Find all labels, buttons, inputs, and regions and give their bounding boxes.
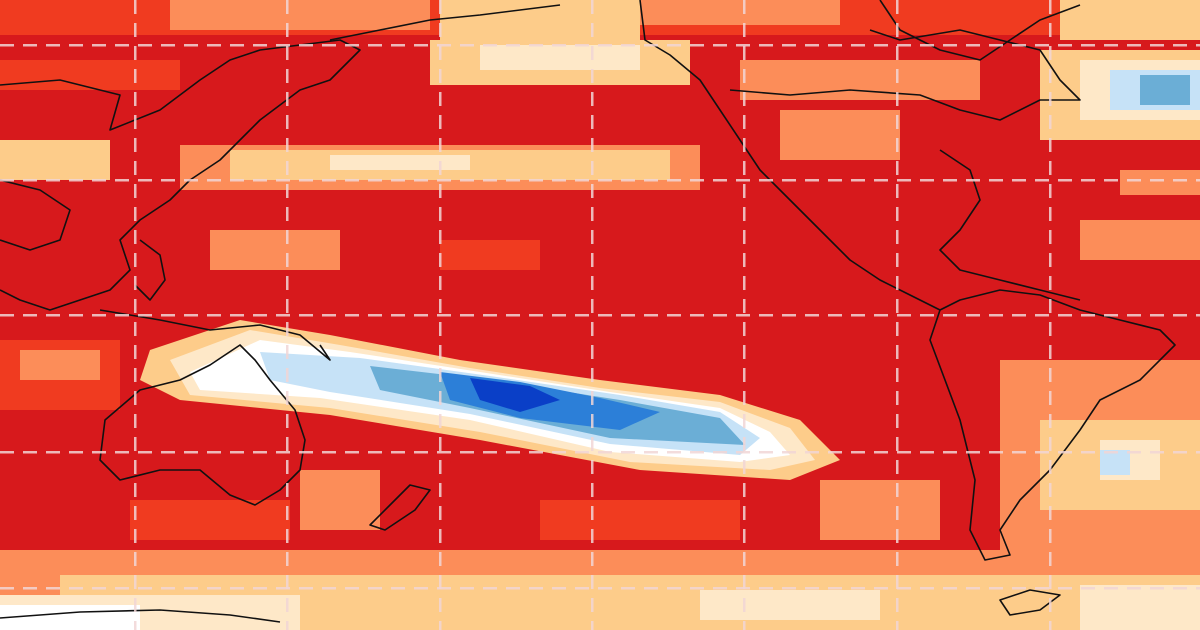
cold-tongue	[140, 320, 1130, 480]
coastlines	[0, 0, 1176, 623]
